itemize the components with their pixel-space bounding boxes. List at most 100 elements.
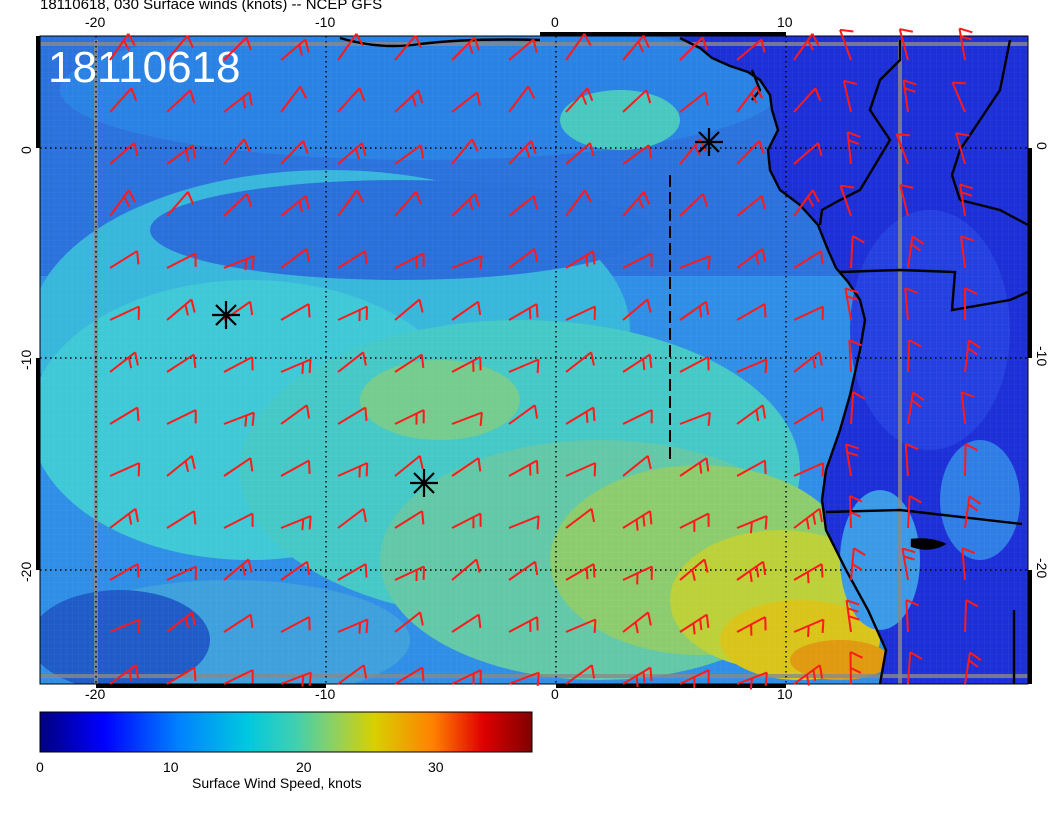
wind-barb [736,671,768,690]
wind-barb [109,664,140,685]
markers [212,128,723,497]
wind-barb [451,255,483,270]
wind-barb [679,193,708,217]
wind-barb [280,560,311,581]
wind-barb [337,351,367,373]
wind-barb [109,87,138,113]
wind-barb [451,300,482,321]
lon-tick-bottom: 0 [551,686,559,702]
wind-barb [679,457,710,477]
map-title: 18110618, 030 Surface winds (knots) -- N… [40,0,383,13]
wind-barb [508,671,540,686]
wind-barb [793,507,823,530]
wind-barb [565,351,595,373]
wind-barb [451,411,483,426]
wind-barb [166,144,197,165]
wind-barb [793,406,824,425]
wind-barb [679,669,710,689]
wind-barb [223,558,253,581]
wind-barb [394,191,423,217]
wind-barb [166,353,197,373]
wind-barb [793,563,824,584]
wind-barb [907,391,925,425]
wind-barb [905,599,920,633]
coastline [339,36,1028,684]
wind-barb [280,140,309,165]
wind-barb [850,235,865,269]
wind-barb [679,512,710,532]
wind-barb [166,252,197,269]
wind-barb [508,459,539,477]
wind-barb [223,457,254,477]
wind-barb [508,247,538,269]
wind-barb [736,247,766,269]
wind-barb [337,664,368,685]
wind-barb [736,404,767,425]
wind-barb [622,34,650,61]
wind-barb [793,87,822,113]
wind-barb [844,287,859,321]
wind-barb [565,563,596,581]
wind-barb [793,305,825,321]
wind-barb [109,189,136,217]
wind-barb [565,189,592,217]
date-stamp: 18110618 [48,43,241,92]
wind-barb [109,507,139,529]
wind-barb [622,89,652,113]
wind-barb [508,358,540,373]
wind-barb [904,443,919,477]
wind-barb [622,611,652,634]
wind-barb [508,85,536,113]
wind-barb [907,235,925,269]
wind-barb [508,560,539,581]
wind-barb [451,512,482,529]
wind-barb [736,459,767,477]
wind-barb [394,144,425,165]
wind-barb [394,666,425,685]
colorbar-tick: 10 [163,759,179,775]
wind-barb [793,250,824,269]
wind-barb [679,356,710,373]
wind-barb [850,547,866,581]
wind-barb [736,85,764,113]
lon-tick-bottom: -20 [85,686,105,702]
wind-barb [166,455,196,477]
wind-barb [839,28,854,61]
wind-barb [839,184,855,217]
lat-tick-left: -10 [18,350,34,370]
wind-barb [736,616,767,636]
wind-barb [565,33,592,61]
wind-barb [109,305,141,321]
wind-barb [280,358,312,374]
wind-barb [565,87,594,113]
graticule [40,36,1028,684]
wind-barb [842,79,858,113]
wind-barb [337,87,366,113]
wind-barb [793,664,824,686]
wind-barb [622,298,652,321]
wind-barb [907,495,922,529]
wind-barb [679,300,710,321]
wind-barb [166,510,197,529]
wind-barb [166,191,195,217]
wind-barb [166,34,194,61]
wind-barb [964,339,981,373]
wind-barb [109,618,141,633]
wind-barb [565,618,597,633]
wind-barb [848,495,863,529]
lon-tick-top: 10 [777,14,793,30]
wind-barb [951,81,966,113]
wind-barb [565,507,595,529]
wind-barb [337,305,369,322]
wind-barb [565,664,596,685]
wind-barb [622,144,653,165]
wind-barb [622,565,654,585]
wind-barb [793,351,823,373]
wind-barb [394,89,424,113]
wind-barb [964,651,982,685]
frame-ticks [36,32,1032,688]
wind-barb [679,613,710,635]
wind-barb [508,616,539,633]
wind-barb [166,89,196,113]
wind-barb [394,510,425,529]
